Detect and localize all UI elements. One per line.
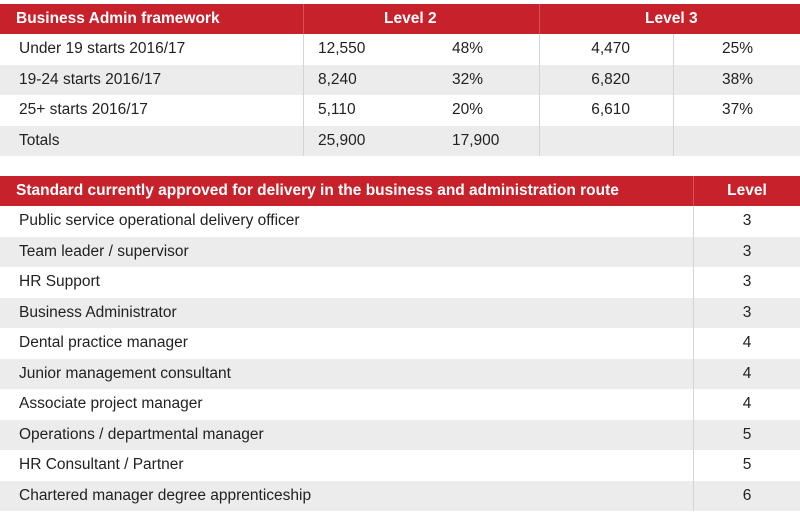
level-2-percent: 32%: [452, 70, 484, 88]
level-2-count: 5,110: [303, 95, 432, 126]
standard-level: 5: [693, 419, 800, 450]
standard-level: 4: [693, 328, 800, 359]
table-row: Team leader / supervisor 3: [0, 236, 800, 267]
level-3-count: 4,470: [539, 34, 673, 65]
level-2-header: Level 2: [303, 4, 539, 34]
row-label: Totals: [19, 131, 60, 149]
table-row: Totals 25,900 17,900: [0, 125, 800, 156]
standards-header-title: Standard currently approved for delivery…: [16, 182, 619, 199]
standard-name: HR Consultant / Partner: [19, 456, 184, 474]
framework-header-title: Business Admin framework: [16, 10, 220, 27]
standard-name: Dental practice manager: [19, 334, 188, 352]
standards-table-body: Public service operational delivery offi…: [0, 206, 800, 511]
level-3-percent: 25%: [673, 34, 800, 65]
level-2-count: 12,550: [303, 34, 432, 65]
table-row: HR Support 3: [0, 267, 800, 298]
standard-name: Business Administrator: [19, 303, 177, 321]
standard-level: 3: [693, 297, 800, 328]
standard-level: 4: [693, 389, 800, 420]
level-2-count: 25,900: [303, 125, 432, 156]
standard-name: Associate project manager: [19, 395, 203, 413]
level-3-percent: 37%: [673, 95, 800, 126]
standard-name: Chartered manager degree apprenticeship: [19, 486, 312, 504]
standard-level: 6: [693, 480, 800, 511]
table-row: Business Administrator 3: [0, 297, 800, 328]
table-row: 19-24 starts 2016/17 8,240 32% 6,820 38%: [0, 64, 800, 95]
standard-name: Operations / departmental manager: [19, 425, 264, 443]
level-3-count: 6,610: [539, 95, 673, 126]
table-row: Associate project manager 4: [0, 389, 800, 420]
level-2-percent: 20%: [452, 101, 484, 119]
standard-level: 3: [693, 236, 800, 267]
row-label: 25+ starts 2016/17: [19, 101, 148, 119]
approved-standards-table: Standard currently approved for delivery…: [0, 176, 800, 511]
framework-header-row: Business Admin framework Level 2 Level 3: [0, 4, 800, 34]
standard-name: Team leader / supervisor: [19, 242, 189, 260]
table-row: Chartered manager degree apprenticeship 6: [0, 480, 800, 511]
level-2-count: 8,240: [303, 64, 432, 95]
level-header: Level: [693, 176, 800, 206]
table-row: HR Consultant / Partner 5: [0, 450, 800, 481]
level-2-percent: 48%: [452, 40, 484, 58]
standard-level: 5: [693, 450, 800, 481]
standard-name: Public service operational delivery offi…: [19, 212, 300, 230]
table-row: Dental practice manager 4: [0, 328, 800, 359]
level-3-percent: [673, 125, 800, 156]
standard-name: HR Support: [19, 273, 100, 291]
level-3-percent: 38%: [673, 64, 800, 95]
table-row: Junior management consultant 4: [0, 358, 800, 389]
level-3-count: [539, 125, 673, 156]
row-label: Under 19 starts 2016/17: [19, 40, 186, 58]
framework-table-body: Under 19 starts 2016/17 12,550 48% 4,470 25%…: [0, 34, 800, 156]
table-row: Operations / departmental manager 5: [0, 419, 800, 450]
standards-header-row: Standard currently approved for delivery…: [0, 176, 800, 206]
table-row: 25+ starts 2016/17 5,110 20% 6,610 37%: [0, 95, 800, 126]
level-3-count: 6,820: [539, 64, 673, 95]
standard-level: 3: [693, 206, 800, 237]
business-admin-framework-table: Business Admin framework Level 2 Level 3…: [0, 4, 800, 156]
row-label: 19-24 starts 2016/17: [19, 70, 162, 88]
level-3-header: Level 3: [539, 4, 800, 34]
table-row: Under 19 starts 2016/17 12,550 48% 4,470 25%: [0, 34, 800, 65]
level-2-percent: 17,900: [452, 131, 500, 149]
standard-level: 3: [693, 267, 800, 298]
standard-level: 4: [693, 358, 800, 389]
table-row: Public service operational delivery offi…: [0, 206, 800, 237]
standard-name: Junior management consultant: [19, 364, 231, 382]
